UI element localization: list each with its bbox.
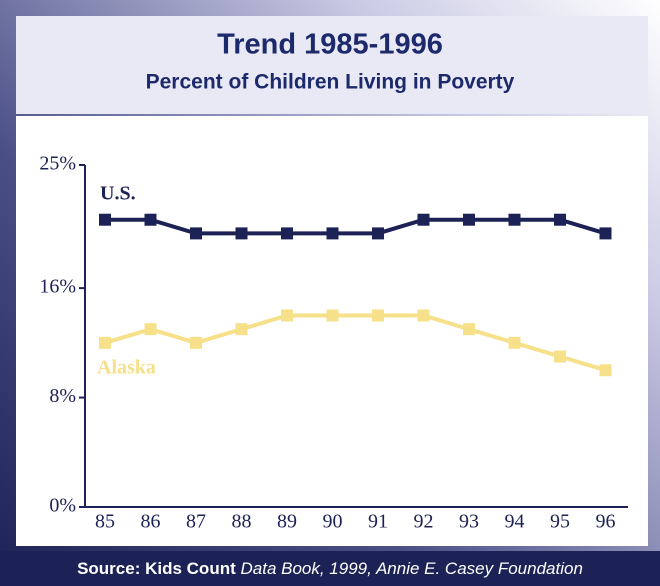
source-italic: Data Book, 1999, Annie E. Casey Foundati… — [240, 559, 583, 578]
source: Source: Kids Count Data Book, 1999, Anni… — [0, 551, 660, 586]
x-tick-label: 86 — [141, 511, 161, 533]
point — [463, 323, 475, 336]
point — [235, 227, 248, 240]
point — [326, 227, 339, 240]
series-label: U.S. — [100, 183, 136, 205]
point — [508, 336, 521, 349]
point — [508, 213, 521, 226]
y-tick-label: 8% — [49, 385, 76, 407]
point — [99, 336, 111, 349]
x-tick-label: 92 — [414, 511, 434, 533]
point — [235, 323, 248, 336]
x-tick-label: 89 — [277, 511, 297, 533]
point — [281, 227, 293, 240]
point — [417, 309, 430, 322]
series-line — [105, 217, 607, 236]
series-label: Alaska — [97, 357, 156, 379]
point — [190, 336, 202, 349]
point — [281, 309, 293, 322]
point — [463, 213, 475, 226]
point — [554, 213, 566, 226]
point — [554, 350, 566, 363]
x-tick-label: 93 — [459, 511, 479, 533]
point — [326, 309, 339, 322]
y-tick-label: 0% — [49, 495, 76, 517]
point — [99, 213, 111, 226]
source-bold: Source: Kids Count — [77, 559, 236, 578]
series-line — [104, 313, 607, 373]
x-tick-label: 90 — [323, 511, 343, 533]
chart-title: Trend 1985-1996 — [217, 29, 443, 61]
x-tick-label: 88 — [232, 511, 252, 533]
chart-subtitle: Percent of Children Living in Poverty — [146, 71, 515, 94]
x-tick-label: 96 — [596, 511, 616, 533]
point — [372, 227, 384, 240]
point — [190, 227, 202, 240]
point — [144, 323, 157, 336]
title-panel — [16, 16, 648, 114]
x-tick-label: 94 — [505, 511, 525, 533]
point — [372, 309, 384, 322]
x-tick-label: 95 — [550, 511, 570, 533]
y-tick-label: 25% — [39, 153, 76, 175]
x-tick-label: 85 — [95, 511, 115, 533]
chart: Trend 1985-1996 Percent of Children Livi… — [16, 16, 648, 546]
point — [599, 364, 612, 377]
point — [417, 213, 430, 226]
point — [599, 227, 612, 240]
point — [144, 213, 157, 226]
x-tick-label: 87 — [186, 511, 206, 533]
plot-panel — [16, 116, 648, 546]
y-tick-label: 16% — [39, 276, 76, 298]
x-tick-label: 91 — [368, 511, 388, 533]
